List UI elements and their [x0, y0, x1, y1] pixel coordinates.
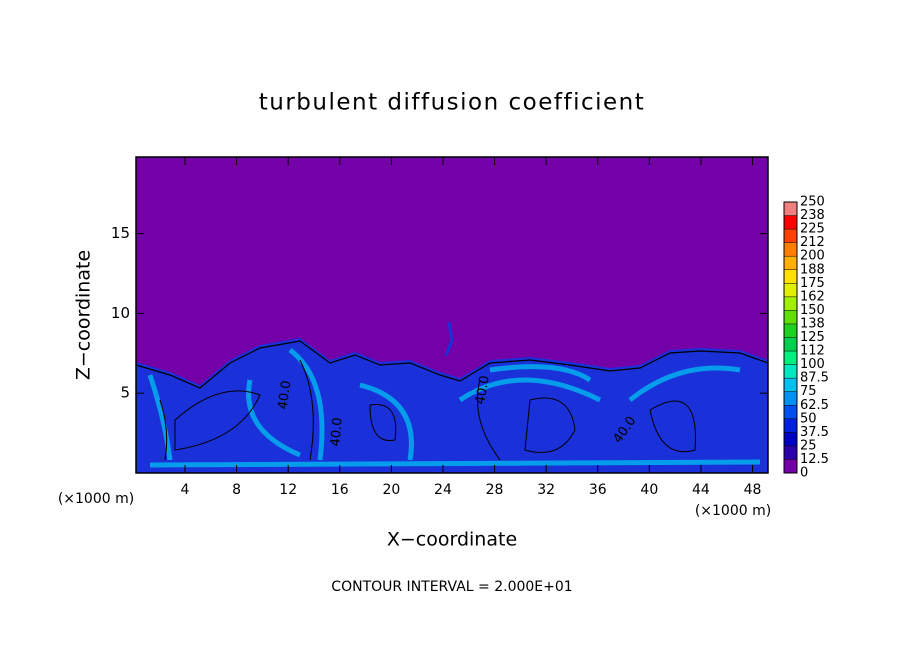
x-tick-label: 4 — [181, 482, 190, 498]
y-tick-label: 5 — [120, 384, 130, 402]
colorbar-label: 62.5 — [800, 398, 829, 413]
contour-line — [135, 340, 769, 389]
colorbar-band — [784, 418, 797, 433]
x-tick-label: 20 — [382, 482, 400, 498]
colorbar-band — [784, 459, 797, 473]
x-tick-label: 8 — [232, 482, 241, 498]
contour-label: 40.0 — [276, 380, 295, 411]
plot-frame — [135, 156, 769, 474]
footnote: CONTOUR INTERVAL = 2.000E+01 — [331, 579, 572, 595]
colorbar-label: 200 — [800, 249, 825, 264]
colorbar-label: 12.5 — [800, 452, 829, 467]
contour-label: 40.0 — [473, 374, 493, 405]
detached-patch — [444, 321, 454, 357]
colorbar-label: 225 — [800, 222, 825, 237]
colorbar-band — [784, 256, 797, 270]
contour-line — [159, 359, 696, 461]
x-tick-label: 28 — [486, 482, 504, 498]
y-tick-label: 15 — [111, 224, 130, 242]
colorbar-label: 238 — [800, 208, 825, 223]
colorbar-label: 125 — [800, 330, 825, 345]
colorbar-label: 188 — [800, 262, 825, 277]
colorbar-band — [784, 269, 797, 284]
x-tick-label: 24 — [434, 482, 452, 498]
colorbar-label: 150 — [800, 303, 825, 318]
colorbar-band — [784, 351, 797, 365]
x-axis-label: X−coordinate — [387, 529, 517, 551]
y-axis-label: Z−coordinate — [73, 250, 95, 380]
x-tick-label: 48 — [744, 482, 762, 498]
colorbar-label: 25 — [800, 438, 817, 453]
colorbar-label: 75 — [800, 384, 817, 399]
colorbar-label: 138 — [800, 316, 825, 331]
y-tick-label: 10 — [111, 304, 130, 322]
colorbar-label: 100 — [800, 357, 825, 372]
colorbar-band — [784, 445, 797, 460]
colorbar-label: 212 — [800, 235, 825, 250]
x-tick-label: 16 — [331, 482, 349, 498]
colorbar-label: 0 — [800, 466, 808, 481]
streak — [147, 348, 761, 468]
colorbar-band — [784, 432, 797, 446]
y-unit-label: (×1000 m) — [58, 491, 134, 507]
colorbar-band — [784, 378, 797, 392]
x-tick-label: 32 — [537, 482, 555, 498]
colorbar-label: 50 — [800, 411, 817, 426]
colorbar-band — [784, 364, 797, 379]
colorbar-label: 112 — [800, 344, 825, 359]
colorbar-band — [784, 229, 797, 243]
colorbar-band — [784, 405, 797, 419]
turbulent-region — [136, 338, 768, 473]
chart-title: turbulent diffusion coefficient — [259, 90, 646, 116]
colorbar-band — [784, 215, 797, 230]
x-tick-label: 12 — [279, 482, 297, 498]
x-unit-label: (×1000 m) — [695, 503, 771, 519]
colorbar-band — [784, 310, 797, 324]
colorbar-label: 162 — [800, 289, 825, 304]
contour-label: 40.0 — [328, 417, 345, 447]
colorbar-label: 87.5 — [800, 371, 829, 386]
colorbar-band — [784, 202, 797, 216]
colorbar-band — [784, 296, 797, 311]
colorbar-label: 250 — [800, 195, 825, 210]
x-tick-label: 44 — [692, 482, 710, 498]
colorbar-band — [784, 323, 797, 338]
colorbar-band — [784, 337, 797, 352]
x-tick-label: 36 — [589, 482, 607, 498]
colorbar-band — [784, 242, 797, 257]
field — [135, 157, 769, 473]
colorbar-label: 175 — [800, 276, 825, 291]
colorbar-label: 37.5 — [800, 425, 829, 440]
colorbar-band — [784, 391, 797, 406]
x-tick-label: 40 — [640, 482, 658, 498]
colorbar-band — [784, 283, 797, 297]
